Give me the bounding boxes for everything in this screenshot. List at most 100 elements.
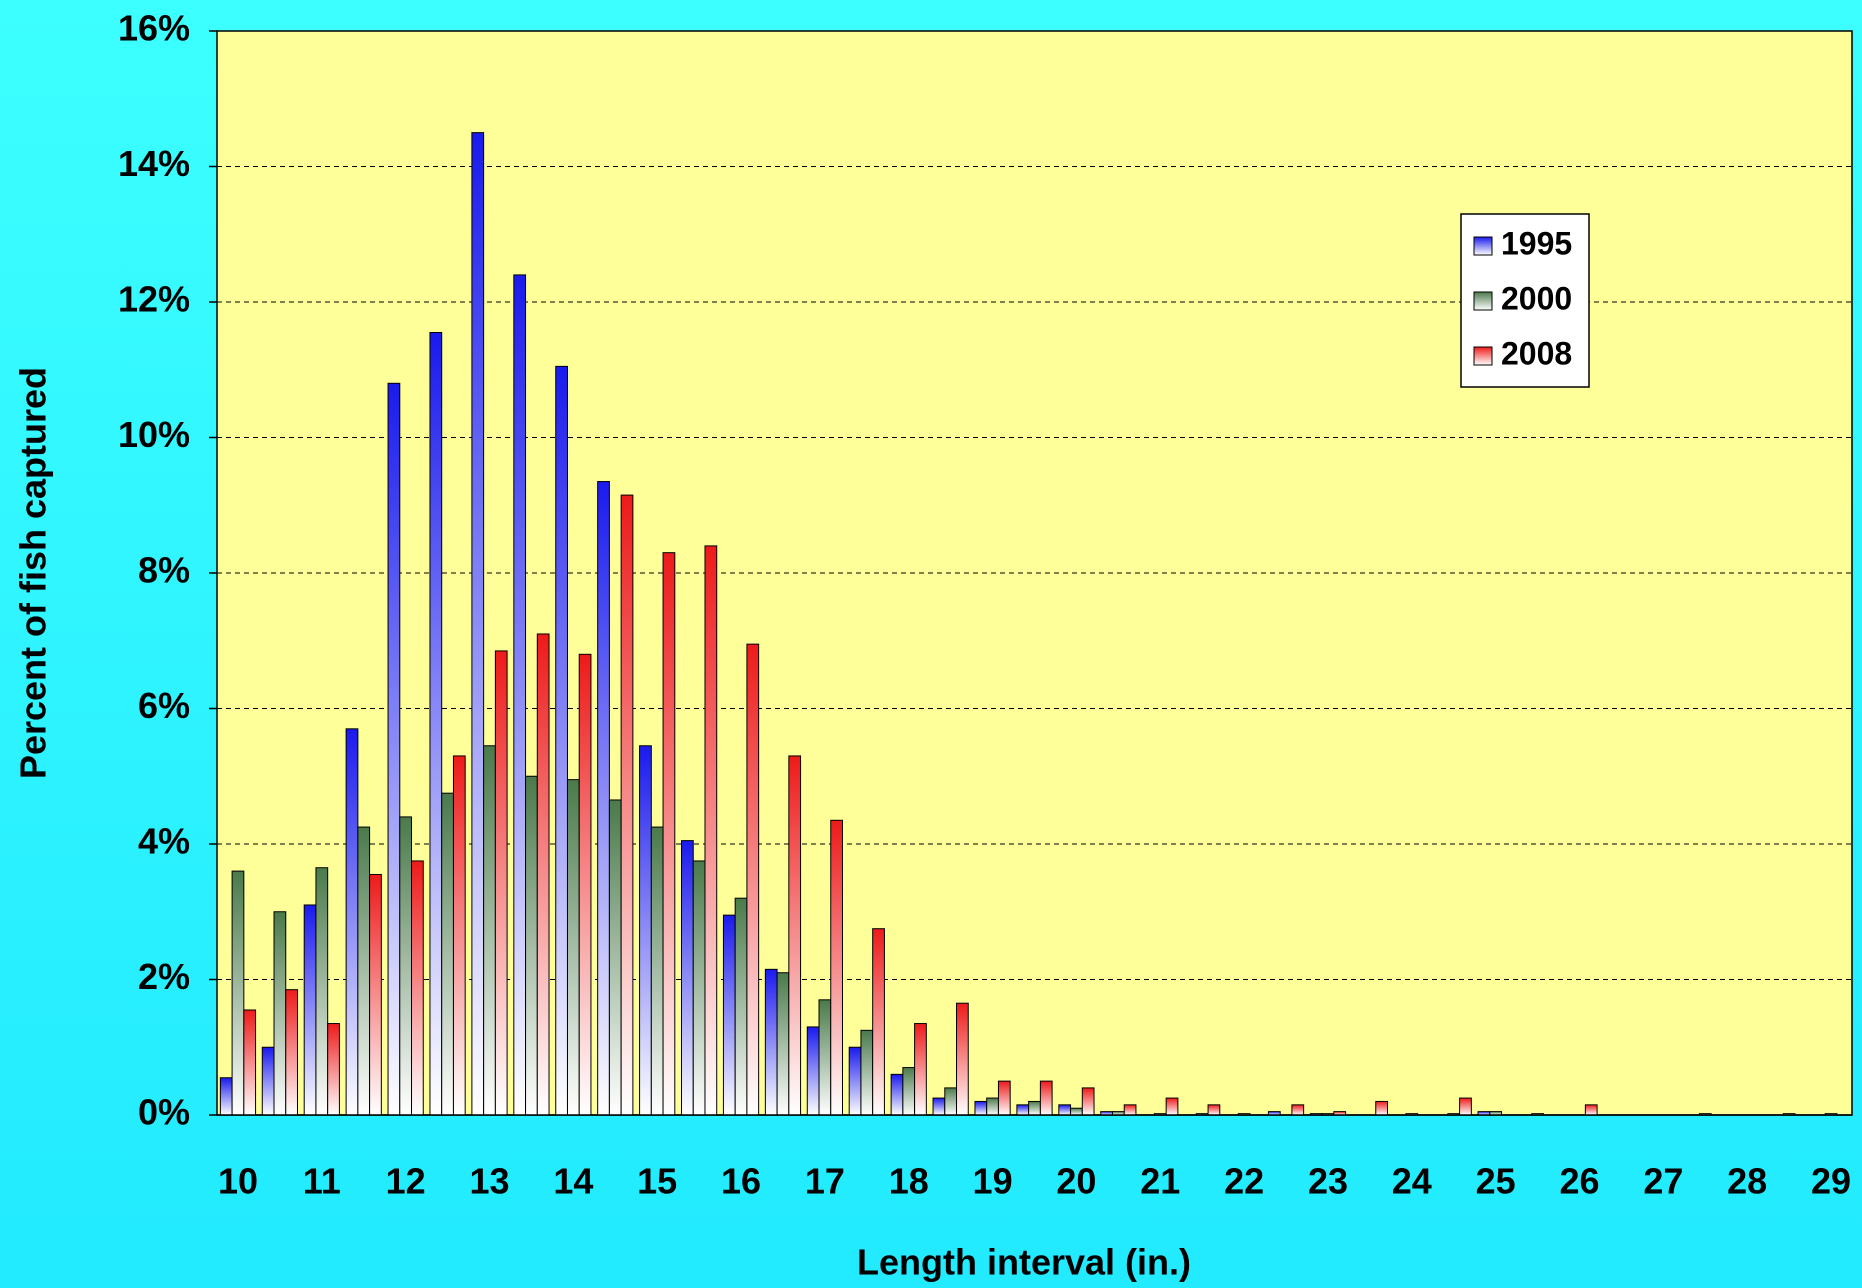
bar	[1375, 1100, 1388, 1116]
bar	[471, 132, 485, 1116]
bar	[956, 1002, 969, 1116]
x-tick-label: 13	[469, 1161, 509, 1202]
bar	[578, 653, 592, 1116]
bar	[387, 382, 401, 1116]
x-tick-label: 20	[1056, 1161, 1096, 1202]
x-tick-label: 18	[889, 1161, 929, 1202]
legend-label: 1995	[1501, 225, 1572, 261]
bar	[788, 755, 802, 1116]
bar	[513, 274, 527, 1116]
bar	[219, 1077, 233, 1116]
legend-swatch	[1473, 291, 1493, 311]
y-tick-label: 8%	[138, 550, 190, 591]
bar	[483, 745, 496, 1116]
bar	[597, 481, 610, 1116]
y-tick-label: 0%	[138, 1092, 190, 1133]
bar	[681, 840, 694, 1116]
bar	[1459, 1097, 1472, 1116]
bar	[830, 819, 843, 1116]
legend-swatch	[1473, 346, 1493, 366]
x-axis-title: Length interval (in.)	[857, 1242, 1191, 1283]
bar	[1028, 1100, 1041, 1116]
x-tick-label: 28	[1727, 1161, 1767, 1202]
bar	[872, 928, 885, 1116]
bar	[986, 1097, 999, 1116]
bar	[1039, 1080, 1053, 1116]
x-tick-label: 27	[1643, 1161, 1683, 1202]
y-tick-label: 6%	[138, 685, 190, 726]
bar	[764, 968, 778, 1116]
y-tick-label: 10%	[118, 414, 190, 455]
bar	[327, 1023, 340, 1116]
bar	[608, 799, 622, 1116]
bar	[639, 745, 652, 1116]
bar	[818, 999, 832, 1116]
bar	[357, 826, 371, 1116]
y-tick-label: 12%	[118, 279, 190, 320]
bar	[776, 972, 790, 1116]
bar	[429, 331, 443, 1116]
bar	[997, 1080, 1011, 1116]
bar	[315, 867, 329, 1116]
bar	[1123, 1104, 1137, 1116]
bar	[345, 728, 359, 1116]
bar	[704, 545, 718, 1116]
bar	[1070, 1107, 1083, 1116]
x-tick-label: 16	[721, 1161, 761, 1202]
x-tick-label: 12	[386, 1161, 426, 1202]
bar	[848, 1046, 862, 1116]
bar	[303, 904, 317, 1116]
bar	[261, 1046, 275, 1116]
bar	[525, 775, 538, 1116]
bar	[1291, 1104, 1305, 1116]
x-tick-label: 15	[637, 1161, 677, 1202]
x-tick-label: 29	[1811, 1161, 1851, 1202]
bar	[452, 755, 466, 1116]
x-tick-label: 10	[218, 1161, 258, 1202]
legend-label: 2008	[1501, 335, 1572, 371]
bar	[441, 792, 454, 1116]
y-tick-label: 2%	[138, 956, 190, 997]
bar	[944, 1087, 958, 1116]
y-tick-label: 4%	[138, 821, 190, 862]
bar	[1058, 1104, 1072, 1116]
bar	[902, 1067, 916, 1116]
legend-swatch	[1473, 236, 1493, 256]
x-tick-label: 19	[973, 1161, 1013, 1202]
x-tick-label: 26	[1559, 1161, 1599, 1202]
bar	[662, 552, 676, 1116]
bar	[914, 1023, 927, 1116]
bar	[1081, 1087, 1095, 1116]
x-tick-label: 14	[553, 1161, 593, 1202]
bar	[399, 816, 413, 1116]
bar	[620, 494, 634, 1116]
bar	[285, 989, 298, 1116]
bar	[734, 897, 748, 1116]
y-tick-label: 16%	[118, 8, 190, 49]
x-tick-label: 25	[1476, 1161, 1516, 1202]
x-tick-label: 11	[303, 1161, 341, 1202]
bar	[860, 1029, 874, 1116]
x-tick-label: 22	[1224, 1161, 1264, 1202]
bar	[722, 914, 736, 1116]
bar	[746, 643, 760, 1116]
bar	[1207, 1104, 1221, 1116]
bar	[555, 365, 568, 1116]
bar	[369, 873, 382, 1116]
bar	[890, 1073, 904, 1116]
bar	[536, 633, 550, 1116]
bar	[231, 870, 245, 1116]
legend-label: 2000	[1501, 280, 1572, 316]
bar	[273, 911, 287, 1116]
bar	[806, 1026, 820, 1116]
y-tick-label: 14%	[118, 143, 190, 184]
bar	[932, 1097, 946, 1116]
bar	[411, 860, 424, 1116]
bar	[243, 1009, 257, 1116]
bar	[974, 1100, 988, 1116]
x-tick-label: 17	[805, 1161, 845, 1202]
x-tick-label: 21	[1140, 1161, 1180, 1202]
bar	[566, 779, 580, 1116]
